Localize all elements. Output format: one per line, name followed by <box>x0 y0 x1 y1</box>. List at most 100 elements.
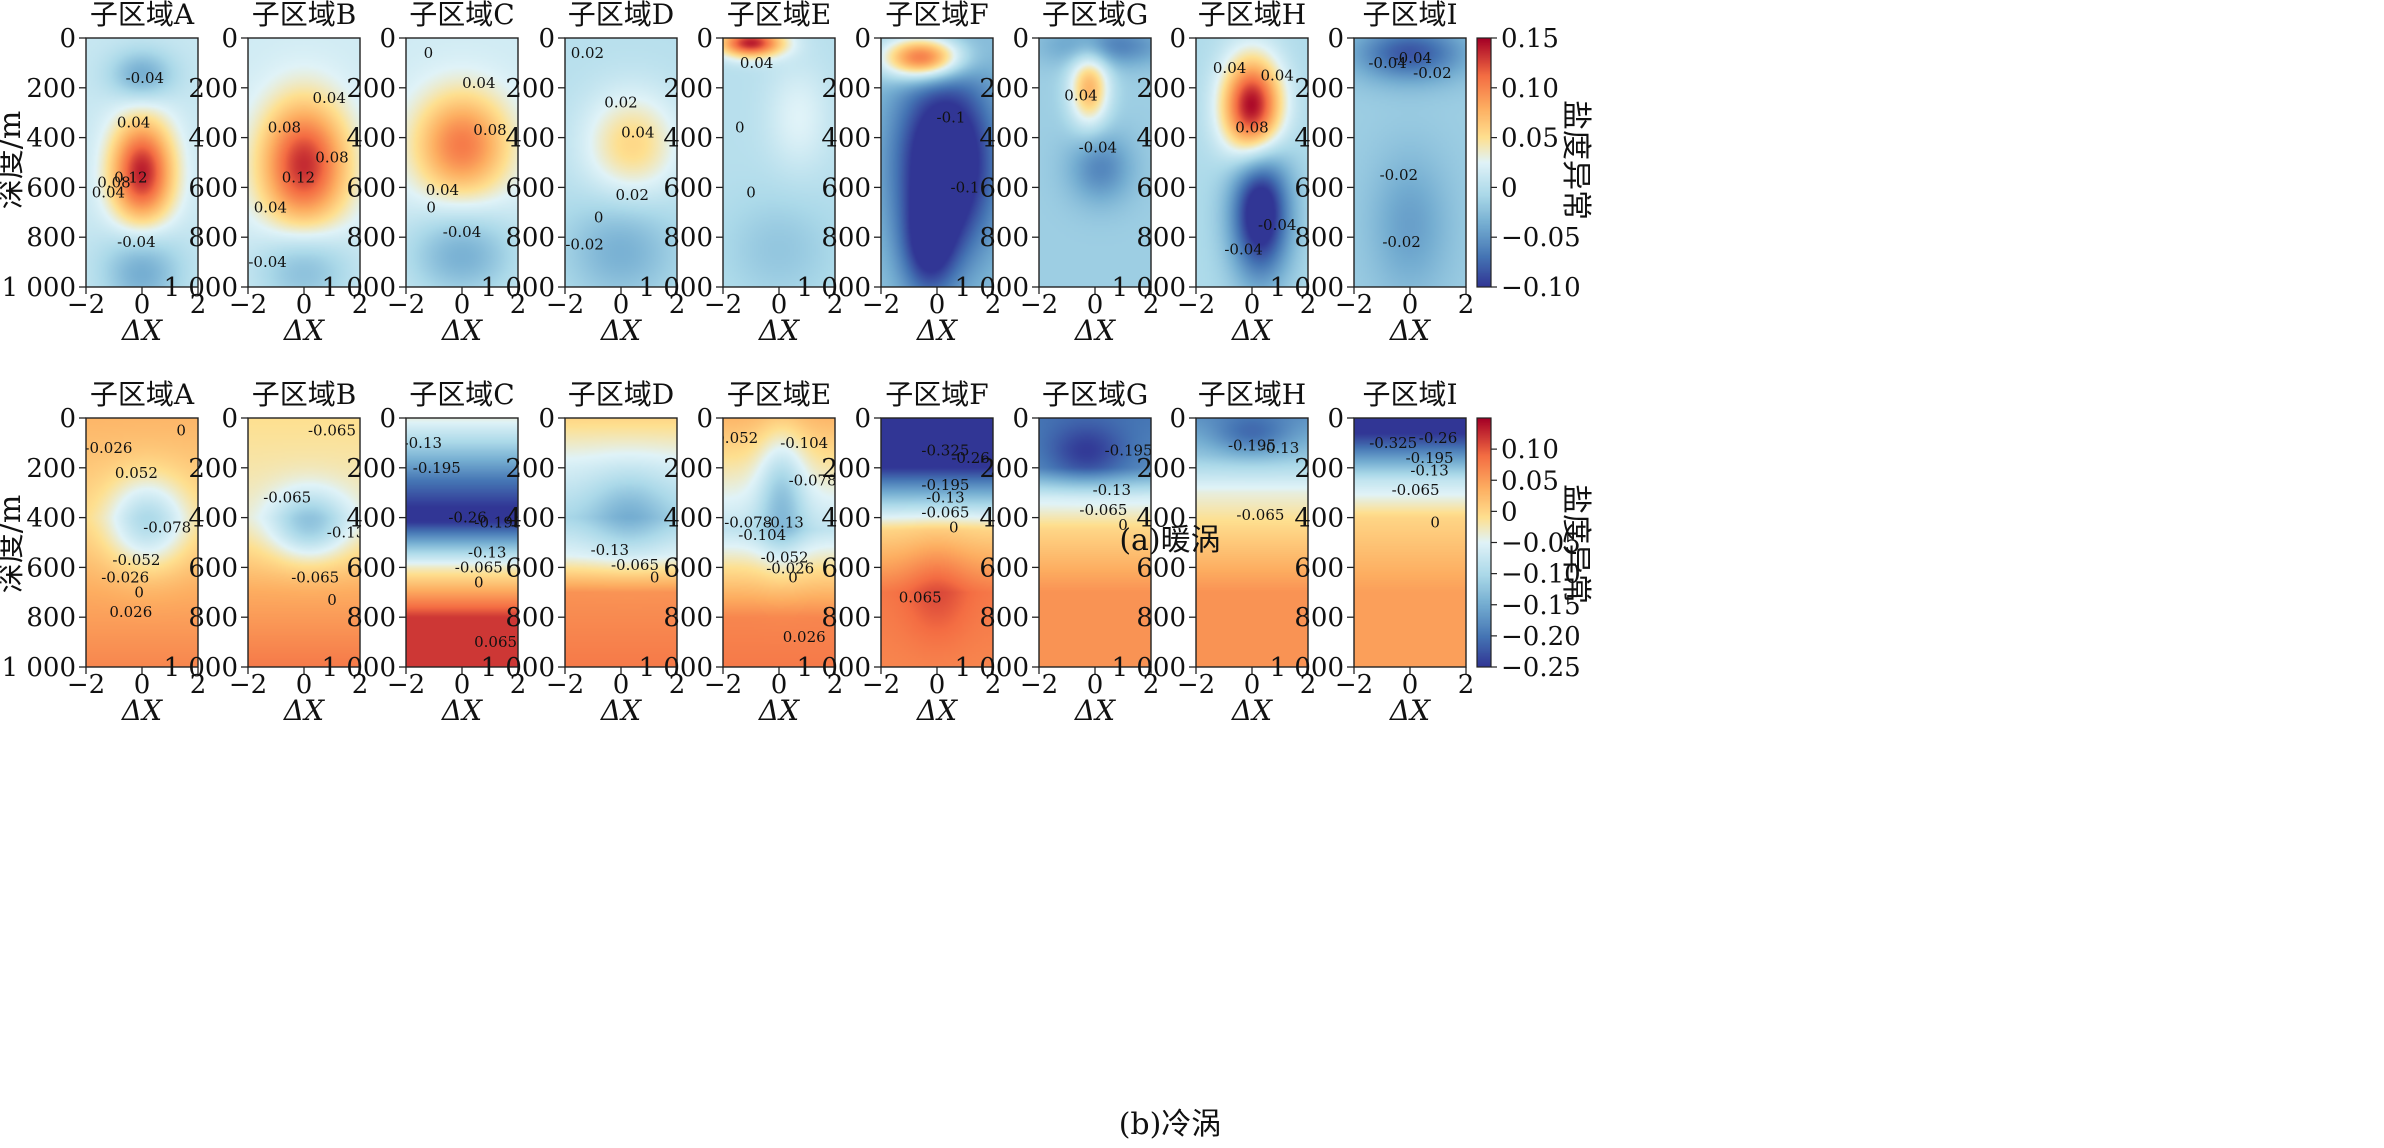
y-tick-label: 600 <box>979 173 1029 203</box>
x-tick-label: 2 <box>669 670 686 700</box>
x-axis-label: ΔX <box>1074 314 1116 347</box>
colorbar: 0.100.050−0.05−0.10−0.15−0.20−0.25 盐度异常 <box>1476 417 1593 683</box>
contour-label: -0.04 <box>126 69 164 87</box>
y-tick-label: 200 <box>663 454 713 484</box>
x-axis-label: ΔX <box>121 314 163 347</box>
x-tick-label: 0 <box>613 670 630 700</box>
y-tick-label: 1 000 <box>639 273 713 303</box>
y-tick-label: 600 <box>663 553 713 583</box>
contour-label: -0.026 <box>101 568 149 586</box>
x-tick-label: 0 <box>296 670 313 700</box>
x-tick-label: −2 <box>1335 290 1373 320</box>
colorbar-gradient <box>1477 418 1491 667</box>
panel-title: 子区域H <box>1198 378 1306 411</box>
contour-label: -0.065 <box>308 421 356 439</box>
x-tick-label: 0 <box>1087 290 1104 320</box>
x-tick-label: −2 <box>1335 670 1373 700</box>
y-tick-label: 0 <box>1327 24 1344 54</box>
x-tick-label: 0 <box>771 670 788 700</box>
y-tick-label: 400 <box>188 124 238 154</box>
y-axis-label: 深度/m <box>0 495 28 594</box>
y-tick-label: 0 <box>854 24 871 54</box>
y-tick-label: 1 000 <box>639 653 713 683</box>
heatmap-field <box>248 418 360 667</box>
x-tick-label: 0 <box>1087 670 1104 700</box>
y-tick-label: 600 <box>979 553 1029 583</box>
y-tick-label: 0 <box>379 24 396 54</box>
y-tick-label: 800 <box>979 223 1029 253</box>
panel-title: 子区域C <box>409 378 514 411</box>
colorbar-tick-label: 0.05 <box>1501 466 1559 496</box>
y-tick-label: 200 <box>346 74 396 104</box>
contour-label: -0.04 <box>1368 54 1406 72</box>
y-tick-label: 800 <box>346 223 396 253</box>
contour-label: -0.1 <box>937 109 966 127</box>
y-tick-label: 0 <box>538 404 555 434</box>
contour-label: -0.065 <box>455 558 503 576</box>
contour-label: -0.04 <box>1224 241 1262 259</box>
y-tick-label: 0 <box>59 24 76 54</box>
panel-title: 子区域E <box>727 0 831 31</box>
x-axis-label: ΔX <box>916 694 958 727</box>
heatmap-field <box>1354 418 1466 667</box>
contour-label: 0.04 <box>312 89 345 107</box>
panel-title: 子区域B <box>252 378 357 411</box>
x-tick-label: −2 <box>67 670 105 700</box>
contour-label: 0.052 <box>115 464 158 482</box>
y-tick-label: 600 <box>505 173 555 203</box>
y-tick-label: 400 <box>26 124 76 154</box>
y-tick-label: 400 <box>663 504 713 534</box>
cold-eddy-row: 深度/m0-0.0260.052-0.078-0.052-0.02600.026… <box>0 378 1593 727</box>
contour-label: 0 <box>474 573 484 591</box>
contour-label: 0.04 <box>1213 59 1246 77</box>
colorbar-tick-label: 0 <box>1501 173 1518 203</box>
heatmap-panel: -0.13-0.195-0.26-0.195-0.13-0.06500.065子… <box>322 378 527 727</box>
y-tick-label: 1 000 <box>2 273 76 303</box>
x-axis-label: ΔX <box>121 694 163 727</box>
contour-label: -0.13 <box>468 543 506 561</box>
x-tick-label: −2 <box>1177 290 1215 320</box>
x-tick-label: 2 <box>352 670 369 700</box>
caption-cold: (b)冷涡 <box>1119 1107 1222 1142</box>
contour-label: 0.04 <box>92 183 125 201</box>
contour-label: 0.04 <box>1260 66 1293 84</box>
y-tick-label: 0 <box>696 24 713 54</box>
panel-title: 子区域A <box>90 378 195 411</box>
colorbar-gradient <box>1477 38 1491 287</box>
y-tick-label: 400 <box>821 504 871 534</box>
contour-label: -0.195 <box>1228 436 1276 454</box>
y-tick-label: 400 <box>979 504 1029 534</box>
contour-label: -0.065 <box>1236 506 1284 524</box>
contour-label: 0.12 <box>282 168 315 186</box>
x-axis-label: ΔX <box>916 314 958 347</box>
contour-label: -0.02 <box>1413 64 1451 82</box>
y-tick-label: 800 <box>26 603 76 633</box>
x-axis-label: ΔX <box>283 314 325 347</box>
contour-label: 0 <box>176 421 186 439</box>
contour-label: -0.052 <box>112 551 160 569</box>
heatmap-field <box>881 38 993 287</box>
y-tick-label: 400 <box>1136 504 1186 534</box>
x-tick-label: 0 <box>1402 290 1419 320</box>
panel-title: 子区域G <box>1042 0 1148 31</box>
contour-label: 0 <box>1430 514 1440 532</box>
panel-title: 子区域I <box>1362 378 1457 411</box>
contour-label: -0.26 <box>448 509 486 527</box>
x-tick-label: −2 <box>862 670 900 700</box>
colorbar-tick-label: 0.15 <box>1501 24 1559 54</box>
y-tick-label: 1 000 <box>164 273 238 303</box>
heatmap-field <box>406 38 518 287</box>
y-tick-label: 200 <box>505 454 555 484</box>
contour-label: 0 <box>735 119 745 137</box>
colorbar-tick-label: 0.10 <box>1501 435 1559 465</box>
colorbar-tick-label: −0.10 <box>1501 273 1581 303</box>
contour-label: -0.1 <box>951 178 980 196</box>
contour-label: 0.04 <box>426 181 459 199</box>
y-tick-label: 400 <box>505 504 555 534</box>
contour-label: 0.026 <box>783 628 826 646</box>
x-tick-label: −2 <box>1020 290 1058 320</box>
y-tick-label: 0 <box>1327 404 1344 434</box>
y-tick-label: 0 <box>1169 404 1186 434</box>
x-tick-label: 2 <box>352 290 369 320</box>
